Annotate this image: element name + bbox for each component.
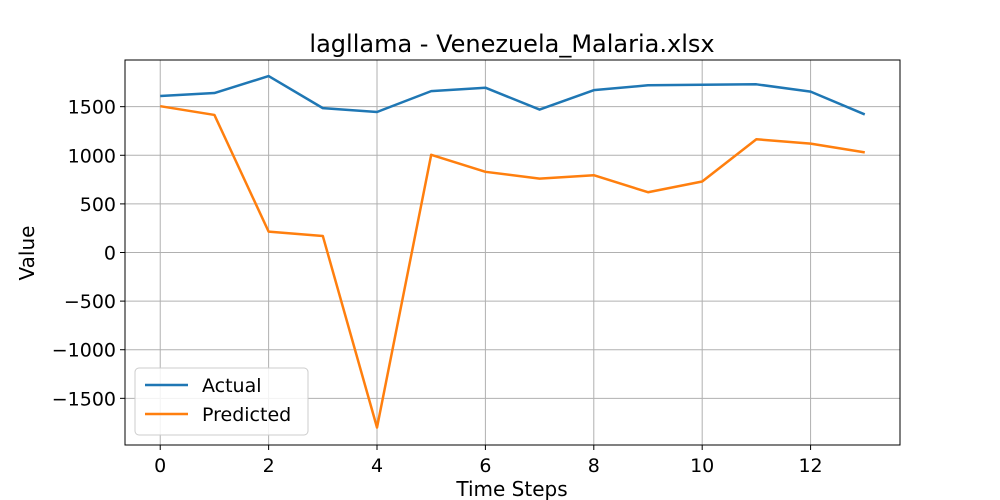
legend: Actual Predicted [134,367,309,436]
y-tick-label: 1000 [68,145,116,167]
grid-lines [125,60,900,445]
series-line-predicted [160,104,865,429]
x-tick-label: 8 [588,455,600,477]
x-axis: 0 2 4 6 8 10 12 [154,445,823,477]
x-tick-label: 12 [798,455,822,477]
y-tick-label: 500 [80,194,116,216]
series-lines [160,74,866,429]
legend-label-actual: Actual [202,375,262,397]
x-tick-label: 10 [690,455,714,477]
x-axis-label: Time Steps [455,477,567,500]
y-tick-label: −1500 [52,388,116,410]
x-tick-label: 0 [154,455,166,477]
x-tick-label: 6 [479,455,491,477]
y-tick-label: 0 [104,243,116,265]
y-axis-label: Value [15,226,39,281]
y-tick-label: 1500 [68,97,116,119]
y-axis: −1500 −1000 −500 0 500 1000 1500 [52,97,125,410]
y-tick-label: −500 [64,291,116,313]
chart-title: lagllama - Venezuela_Malaria.xlsx [309,30,714,58]
series-line-actual [160,74,866,116]
x-tick-label: 4 [371,455,383,477]
legend-label-predicted: Predicted [202,404,291,426]
y-tick-label: −1000 [52,340,116,362]
x-tick-label: 2 [263,455,275,477]
